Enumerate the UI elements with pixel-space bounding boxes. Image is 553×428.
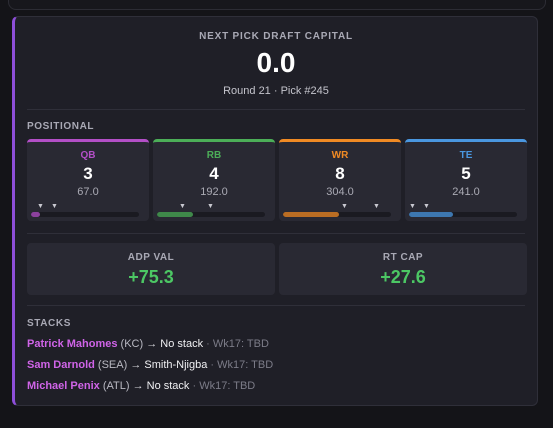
player-name[interactable]: Patrick Mahomes [27, 338, 118, 350]
draft-capital-header: NEXT PICK DRAFT CAPITAL 0.0 Round 21 · P… [15, 17, 537, 109]
position-name: WR [331, 150, 349, 161]
target-marker-icon: ▼ [207, 203, 214, 210]
position-count: 5 [461, 164, 471, 183]
stack-row: Patrick Mahomes (KC) → No stack · Wk17: … [27, 338, 269, 350]
stack-target: Smith-Njigba [141, 359, 208, 371]
stack-target: No stack [143, 380, 190, 392]
target-marker-icon: ▼ [179, 203, 186, 210]
position-count: 3 [83, 164, 93, 183]
rt-cap-label: RT CAP [382, 252, 424, 263]
position-name: TE [459, 150, 473, 161]
player-team: (SEA) [94, 359, 131, 371]
position-points: 192.0 [200, 186, 228, 198]
divider [27, 305, 525, 306]
position-name: QB [80, 150, 96, 161]
position-points: 304.0 [326, 186, 354, 198]
arrow-right-icon: → [132, 380, 144, 392]
stack-week: · Wk17: TBD [203, 338, 269, 350]
position-count: 8 [335, 164, 345, 183]
target-marker-icon: ▼ [373, 203, 380, 210]
position-count: 4 [209, 164, 219, 183]
previous-panel-edge [8, 0, 546, 10]
player-team: (ATL) [99, 380, 133, 392]
positional-label: POSITIONAL [27, 121, 95, 132]
position-progress-fill [409, 212, 454, 217]
position-progress-track [31, 212, 139, 217]
rt-cap-value: +27.6 [380, 267, 426, 287]
positional-grid: QB 3 67.0 ▼ ▼ RB 4 192.0 ▼ ▼ WR 8 304.0 … [27, 139, 527, 221]
draft-capital-value: 0.0 [256, 47, 296, 78]
position-card-wr[interactable]: WR 8 304.0 ▼ ▼ [279, 139, 401, 221]
position-card-rb[interactable]: RB 4 192.0 ▼ ▼ [153, 139, 275, 221]
stack-row: Sam Darnold (SEA) → Smith-Njigba · Wk17:… [27, 359, 273, 371]
position-progress-track [409, 212, 517, 217]
draft-capital-pick: Round 21 · Pick #245 [223, 85, 329, 97]
target-marker-icon: ▼ [409, 203, 416, 210]
stack-week: · Wk17: TBD [207, 359, 274, 371]
position-progress-fill [157, 212, 193, 217]
target-marker-icon: ▼ [423, 203, 430, 210]
position-progress-track [157, 212, 265, 217]
adp-value: +75.3 [128, 267, 174, 287]
position-progress-fill [31, 212, 40, 217]
position-progress-fill [283, 212, 340, 217]
adp-value-label: ADP VAL [127, 252, 175, 263]
adp-value-box: ADP VAL +75.3 [27, 243, 275, 295]
divider [27, 109, 525, 110]
stacks-label: STACKS [27, 318, 71, 329]
player-team: (KC) [117, 338, 147, 350]
target-marker-icon: ▼ [51, 203, 58, 210]
position-progress-track [283, 212, 391, 217]
target-marker-icon: ▼ [341, 203, 348, 210]
arrow-right-icon: → [146, 338, 158, 350]
draft-summary-card: NEXT PICK DRAFT CAPITAL 0.0 Round 21 · P… [12, 16, 538, 406]
position-points: 67.0 [77, 186, 99, 198]
target-marker-icon: ▼ [37, 203, 44, 210]
stack-week: · Wk17: TBD [189, 380, 256, 392]
player-name[interactable]: Sam Darnold [27, 359, 95, 371]
rt-cap-box: RT CAP +27.6 [279, 243, 527, 295]
arrow-right-icon: → [130, 359, 142, 371]
position-card-qb[interactable]: QB 3 67.0 ▼ ▼ [27, 139, 149, 221]
position-points: 241.0 [452, 186, 480, 198]
divider [27, 233, 525, 234]
stack-target: No stack [157, 338, 204, 350]
player-name[interactable]: Michael Penix [27, 380, 100, 392]
position-name: RB [206, 150, 222, 161]
stack-row: Michael Penix (ATL) → No stack · Wk17: T… [27, 380, 255, 392]
draft-capital-label: NEXT PICK DRAFT CAPITAL [199, 31, 353, 42]
position-card-te[interactable]: TE 5 241.0 ▼ ▼ [405, 139, 527, 221]
